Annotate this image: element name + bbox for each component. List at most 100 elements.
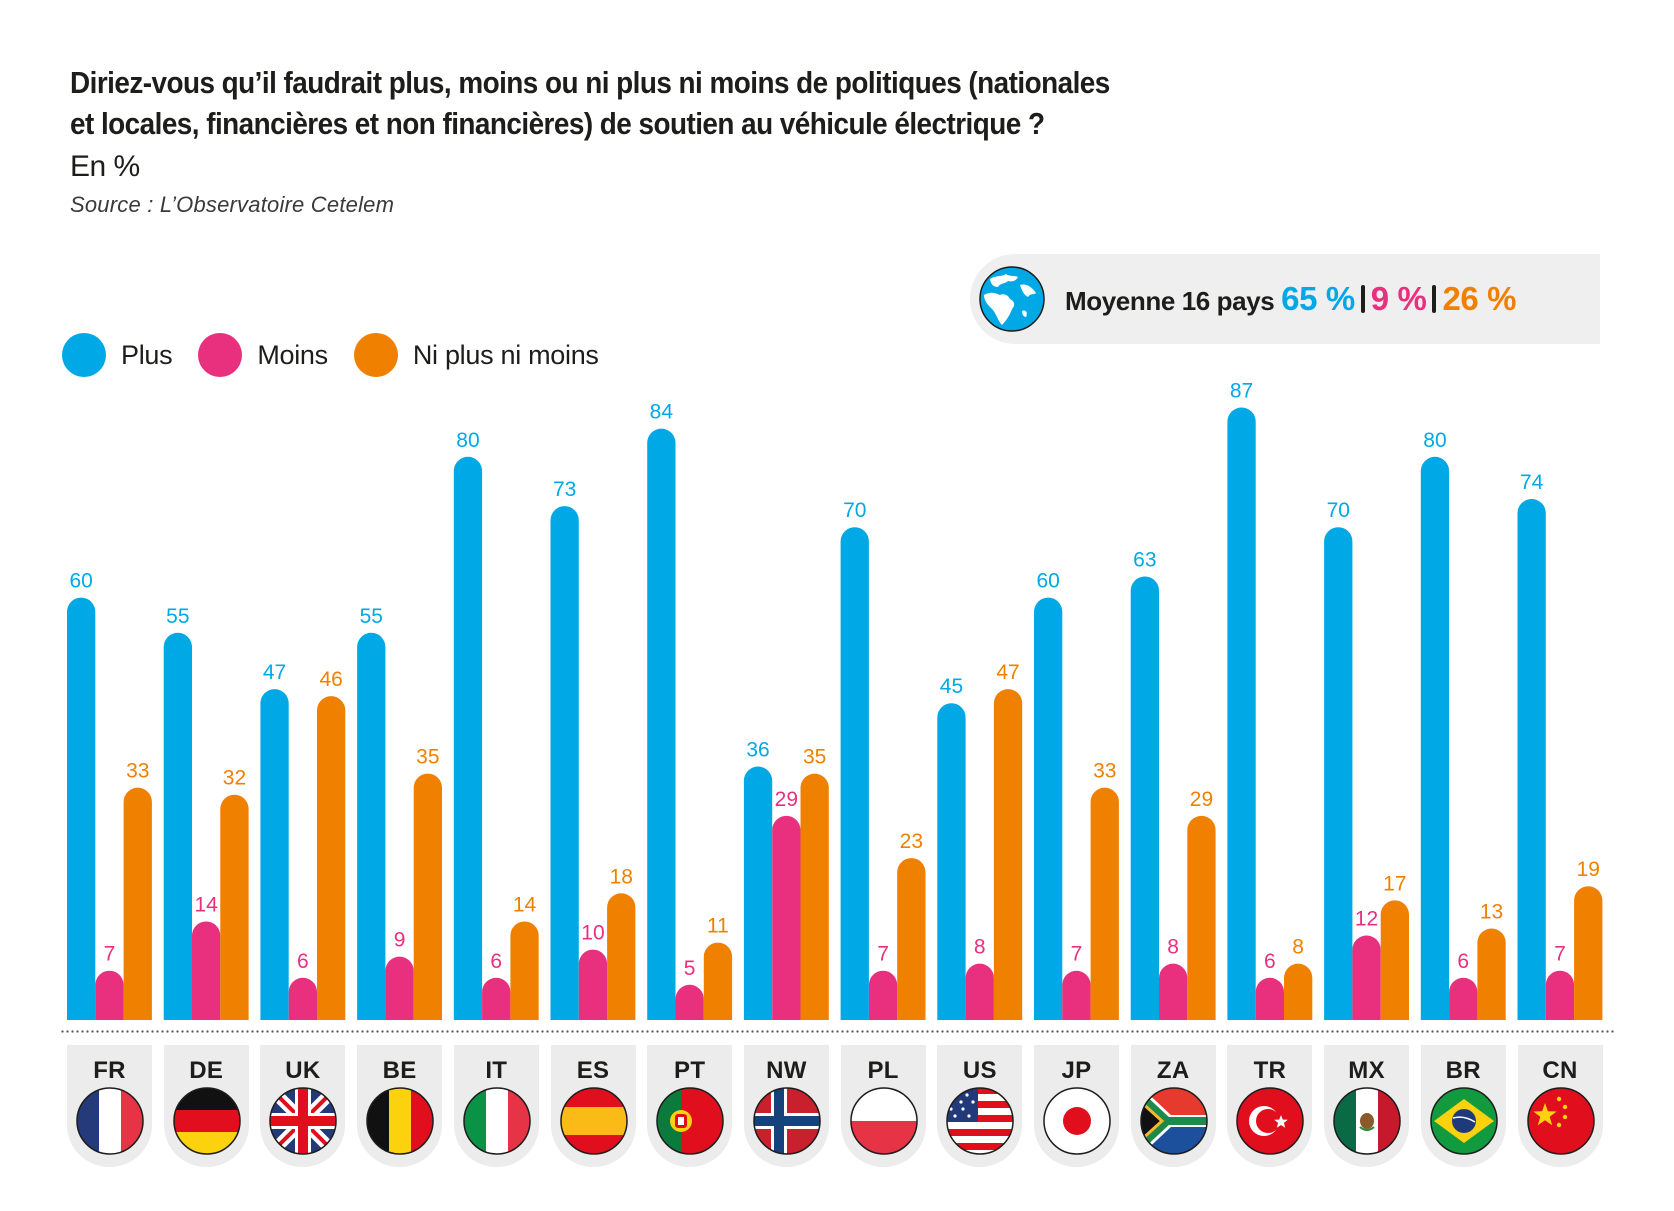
data-label-moins-es: 10 bbox=[581, 922, 604, 945]
data-label-plus-za: 63 bbox=[1133, 548, 1156, 571]
country-card-be: BE bbox=[357, 1045, 443, 1167]
country-card-jp: JP bbox=[1034, 1045, 1119, 1167]
bar-ni-za bbox=[1187, 815, 1216, 1020]
data-label-plus-tr: 87 bbox=[1230, 380, 1253, 403]
bar-plus-us bbox=[937, 703, 966, 1020]
bar-group-br: 80 6 13 bbox=[1420, 429, 1506, 1020]
country-code: FR bbox=[93, 1057, 126, 1084]
data-label-ni-uk: 46 bbox=[319, 668, 342, 691]
data-label-moins-pl: 7 bbox=[877, 943, 889, 966]
china-flag-icon bbox=[1526, 1087, 1595, 1155]
bar-group-fr: 60 7 33 bbox=[67, 570, 152, 1020]
data-label-plus-de: 55 bbox=[166, 605, 189, 628]
legend-item-ni: Ni plus ni moins bbox=[353, 333, 599, 377]
bar-plus-nw bbox=[743, 766, 773, 1020]
data-label-ni-fr: 33 bbox=[126, 760, 149, 783]
bar-moins-cn bbox=[1545, 970, 1575, 1020]
bar-plus-jp bbox=[1034, 597, 1063, 1020]
data-label-plus-uk: 47 bbox=[263, 661, 286, 684]
bar-moins-tr bbox=[1255, 977, 1284, 1020]
country-code: PT bbox=[674, 1057, 706, 1084]
country-code: MX bbox=[1348, 1057, 1385, 1084]
country-card-uk: UK bbox=[260, 1045, 346, 1167]
baseline-dotted-line bbox=[60, 1030, 1614, 1033]
country-card-de: DE bbox=[163, 1045, 249, 1167]
data-label-moins-it: 6 bbox=[490, 950, 502, 973]
legend-item-moins: Moins bbox=[198, 333, 328, 377]
bar-ni-us bbox=[993, 689, 1023, 1020]
country-code: CN bbox=[1542, 1057, 1578, 1084]
bar-plus-be bbox=[357, 632, 386, 1020]
bar-plus-es bbox=[550, 506, 579, 1020]
norway-flag-icon bbox=[753, 1087, 821, 1155]
germany-flag-icon bbox=[172, 1087, 241, 1155]
bar-group-jp: 60 7 33 bbox=[1034, 570, 1119, 1020]
unit-label: En % bbox=[70, 150, 140, 183]
country-code: ES bbox=[576, 1057, 610, 1084]
legend-swatch-plus bbox=[62, 333, 106, 377]
bar-plus-fr bbox=[67, 597, 96, 1020]
average-plus-value: 65 % bbox=[1281, 280, 1355, 317]
average-moins-value: 9 % bbox=[1370, 280, 1427, 317]
globe-icon bbox=[979, 266, 1045, 332]
bar-moins-pl bbox=[868, 970, 898, 1020]
data-label-ni-cn: 19 bbox=[1577, 858, 1600, 881]
data-label-ni-nw: 35 bbox=[803, 746, 826, 769]
bar-moins-pt bbox=[675, 984, 704, 1020]
data-label-ni-br: 13 bbox=[1480, 900, 1503, 923]
country-code: NW bbox=[766, 1057, 807, 1084]
bar-group-de: 55 14 32 bbox=[163, 605, 249, 1020]
bar-moins-br bbox=[1449, 977, 1478, 1020]
data-label-ni-pl: 23 bbox=[900, 830, 923, 853]
separator bbox=[1432, 285, 1437, 313]
country-card-it: IT bbox=[453, 1045, 539, 1167]
data-label-moins-de: 14 bbox=[194, 893, 218, 916]
country-code: US bbox=[962, 1057, 997, 1084]
country-code: UK bbox=[285, 1057, 321, 1084]
average-label: Moyenne 16 pays bbox=[1065, 286, 1275, 316]
country-code: BR bbox=[1445, 1057, 1481, 1084]
bar-ni-br bbox=[1477, 928, 1506, 1020]
bar-moins-mx bbox=[1352, 935, 1381, 1020]
bar-group-pt: 84 5 11 bbox=[647, 401, 733, 1020]
country-card-pt: PT bbox=[647, 1045, 733, 1167]
data-label-plus-nw: 36 bbox=[746, 739, 769, 762]
data-label-moins-cn: 7 bbox=[1554, 943, 1566, 966]
bar-group-cn: 74 7 19 bbox=[1517, 471, 1603, 1020]
country-card-us: US bbox=[937, 1045, 1023, 1167]
data-label-ni-mx: 17 bbox=[1383, 872, 1406, 895]
bar-plus-pt bbox=[647, 428, 676, 1020]
bar-ni-nw bbox=[800, 773, 829, 1020]
country-code: DE bbox=[189, 1057, 224, 1084]
bar-ni-be bbox=[413, 773, 442, 1020]
bar-ni-pt bbox=[703, 942, 733, 1020]
bar-group-pl: 70 7 23 bbox=[840, 499, 926, 1020]
bar-ni-jp bbox=[1090, 787, 1119, 1020]
bar-plus-it bbox=[453, 456, 483, 1020]
bar-plus-de bbox=[163, 632, 192, 1020]
data-label-ni-us: 47 bbox=[996, 661, 1019, 684]
country-code: BE bbox=[382, 1057, 417, 1084]
bar-plus-za bbox=[1130, 576, 1159, 1020]
spain-flag-icon bbox=[559, 1087, 628, 1155]
data-label-plus-cn: 74 bbox=[1520, 471, 1544, 494]
bar-ni-uk bbox=[317, 696, 346, 1020]
legend-label-plus: Plus bbox=[121, 339, 173, 370]
country-card-tr: TR bbox=[1227, 1045, 1313, 1167]
mexico-flag-icon bbox=[1333, 1087, 1401, 1155]
data-label-ni-es: 18 bbox=[610, 865, 633, 888]
average-ni-value: 26 % bbox=[1442, 280, 1517, 317]
data-label-ni-de: 32 bbox=[223, 767, 246, 790]
uk-flag-icon bbox=[269, 1087, 338, 1155]
country-code: PL bbox=[867, 1057, 899, 1084]
bar-group-za: 63 8 29 bbox=[1130, 548, 1216, 1020]
belgium-flag-icon bbox=[366, 1087, 434, 1155]
bar-moins-de bbox=[192, 921, 221, 1020]
data-label-moins-us: 8 bbox=[974, 936, 986, 959]
country-card-fr: FR bbox=[67, 1045, 152, 1167]
country-card-es: ES bbox=[550, 1045, 636, 1167]
bar-moins-fr bbox=[95, 970, 124, 1020]
bar-plus-tr bbox=[1227, 407, 1256, 1020]
bar-moins-jp bbox=[1062, 970, 1091, 1020]
data-label-plus-pt: 84 bbox=[650, 401, 674, 424]
